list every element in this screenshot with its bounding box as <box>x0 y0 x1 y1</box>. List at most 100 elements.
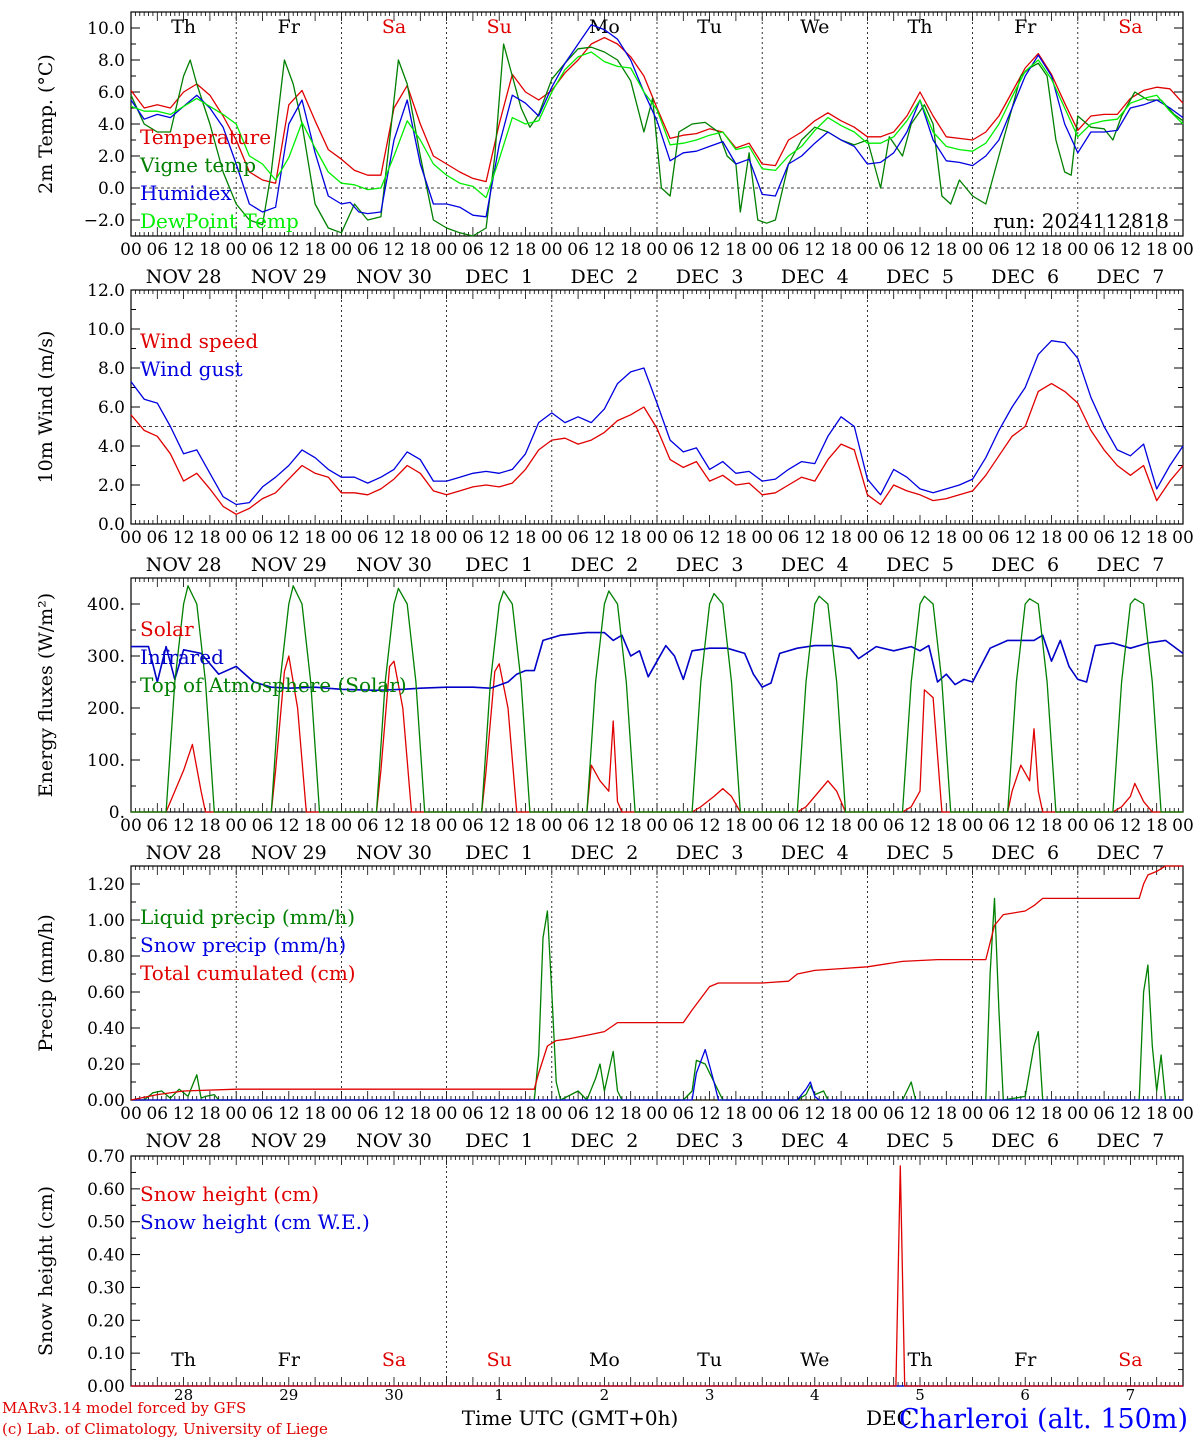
x-day-label: DEC 6 <box>991 554 1059 576</box>
y-tick-label: 100. <box>87 751 125 771</box>
x-hour-label: 00 <box>1172 816 1194 836</box>
x-hour-label: 00 <box>751 816 773 836</box>
x-hour-label: 12 <box>488 816 510 836</box>
legend-entry: Top of Atmosphere (Solar) <box>140 673 407 697</box>
x-hour-label: 12 <box>594 240 616 260</box>
x-hour-label: 00 <box>857 1104 879 1124</box>
x-hour-label: 00 <box>857 816 879 836</box>
y-tick-label: 8.0 <box>98 51 125 71</box>
x-hour-label: 00 <box>541 1104 563 1124</box>
x-day-label: DEC 7 <box>1096 266 1164 288</box>
x-hour-label: 06 <box>672 240 694 260</box>
day-number-label: 1 <box>494 1386 504 1404</box>
x-hour-label: 00 <box>857 528 879 548</box>
y-tick-label: 6.0 <box>98 83 125 103</box>
x-hour-label: 18 <box>935 528 957 548</box>
x-day-label: DEC 4 <box>781 842 849 864</box>
day-number-label: 29 <box>279 1386 298 1404</box>
footer-credit-model: MARv3.14 model forced by GFS <box>2 1399 246 1417</box>
x-hour-label: 00 <box>1067 240 1089 260</box>
x-day-label: NOV 29 <box>251 1130 327 1152</box>
x-day-label: DEC 5 <box>886 554 954 576</box>
x-hour-label: 00 <box>436 816 458 836</box>
legend-entry: DewPoint Temp <box>140 209 299 233</box>
series-line <box>130 24 1184 218</box>
x-hour-label: 12 <box>173 528 195 548</box>
x-hour-label: 18 <box>725 240 747 260</box>
x-hour-label: 18 <box>725 1104 747 1124</box>
x-hour-label: 06 <box>672 816 694 836</box>
x-hour-label: 06 <box>567 1104 589 1124</box>
footer-credit-lab: (c) Lab. of Climatology, University of L… <box>2 1420 328 1438</box>
x-hour-label: 00 <box>225 240 247 260</box>
x-day-label: DEC 2 <box>570 1130 638 1152</box>
weekday-label: Sa <box>1118 1349 1142 1371</box>
x-hour-label: 06 <box>462 240 484 260</box>
run-label: run: 2024112818 <box>993 209 1169 233</box>
y-tick-label: 1.20 <box>87 875 125 895</box>
x-hour-label: 12 <box>804 528 826 548</box>
x-hour-label: 06 <box>988 1104 1010 1124</box>
x-hour-label: 00 <box>857 240 879 260</box>
weekday-label: Fr <box>1014 16 1037 38</box>
x-hour-label: 00 <box>646 816 668 836</box>
x-hour-label: 18 <box>515 528 537 548</box>
x-day-label: DEC 3 <box>676 1130 744 1152</box>
day-number-label: 28 <box>174 1386 193 1404</box>
y-tick-label: 0.0 <box>98 179 125 199</box>
x-hour-label: 12 <box>909 1104 931 1124</box>
x-hour-label: 06 <box>883 1104 905 1124</box>
legend-entry: Snow precip (mm/h) <box>140 933 346 957</box>
weekday-label: Th <box>908 1349 933 1371</box>
y-axis-label: Snow height (cm) <box>35 1186 57 1356</box>
series-line <box>130 340 1184 506</box>
y-tick-label: 300. <box>87 647 125 667</box>
x-day-label: DEC 5 <box>886 1130 954 1152</box>
x-hour-label: 12 <box>594 528 616 548</box>
x-hour-label: 18 <box>935 1104 957 1124</box>
x-hour-label: 18 <box>1041 528 1063 548</box>
weekday-label: Fr <box>278 1349 301 1371</box>
x-hour-label: 18 <box>304 1104 326 1124</box>
x-hour-label: 00 <box>331 240 353 260</box>
x-hour-label: 18 <box>830 1104 852 1124</box>
x-hour-label: 12 <box>173 240 195 260</box>
x-day-label: NOV 30 <box>356 842 432 864</box>
x-hour-label: 18 <box>1146 816 1168 836</box>
x-hour-label: 06 <box>252 816 274 836</box>
x-hour-label: 12 <box>278 1104 300 1124</box>
x-hour-label: 12 <box>1014 816 1036 836</box>
x-hour-label: 06 <box>1093 528 1115 548</box>
x-hour-label: 00 <box>962 816 984 836</box>
weekday-label: Tu <box>697 16 722 38</box>
weekday-label: Th <box>908 16 933 38</box>
x-hour-label: 18 <box>1146 528 1168 548</box>
x-day-label: NOV 30 <box>356 1130 432 1152</box>
x-hour-label: 00 <box>120 816 142 836</box>
x-hour-label: 18 <box>830 528 852 548</box>
x-hour-label: 18 <box>515 816 537 836</box>
x-day-label: DEC 7 <box>1096 554 1164 576</box>
x-hour-label: 06 <box>1093 240 1115 260</box>
x-hour-label: 12 <box>594 1104 616 1124</box>
x-hour-label: 18 <box>1041 816 1063 836</box>
x-hour-label: 00 <box>436 240 458 260</box>
x-hour-label: 12 <box>1120 528 1142 548</box>
x-hour-label: 18 <box>304 816 326 836</box>
y-tick-label: 0.60 <box>87 983 125 1003</box>
x-day-label: DEC 6 <box>991 842 1059 864</box>
x-hour-label: 18 <box>1041 240 1063 260</box>
x-hour-label: 18 <box>199 816 221 836</box>
x-hour-label: 18 <box>725 528 747 548</box>
x-hour-label: 06 <box>146 1104 168 1124</box>
panel-2: 0.02.04.06.08.010.012.000 06 12 18 00 06 12 18 0… <box>35 281 1194 576</box>
x-day-label: NOV 29 <box>251 266 327 288</box>
x-hour-label: 00 <box>962 1104 984 1124</box>
series-line <box>130 51 1184 199</box>
x-hour-label: 12 <box>383 528 405 548</box>
x-hour-label: 18 <box>515 1104 537 1124</box>
day-number-label: 30 <box>384 1386 403 1404</box>
panel-3: 0.100.200.300.400.00 06 12 18 00 06 12 18 00 06 12… <box>35 577 1194 864</box>
weekday-label: We <box>800 16 829 38</box>
legend-entry: Wind speed <box>140 329 258 353</box>
